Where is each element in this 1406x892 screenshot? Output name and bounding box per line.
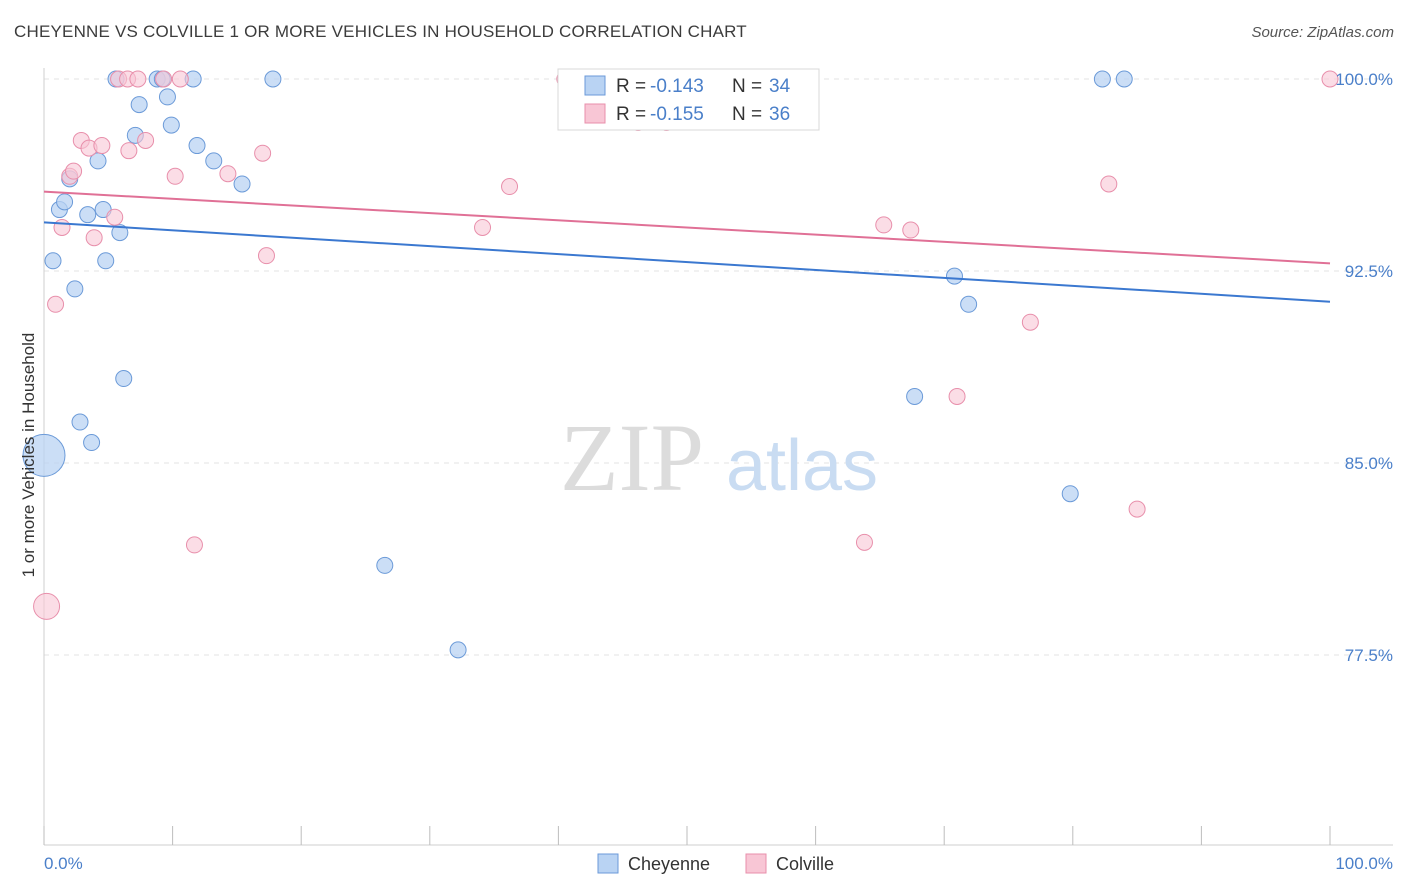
point-cheyenne — [945, 267, 963, 285]
point-colville — [137, 131, 155, 149]
point-colville — [474, 218, 492, 236]
legend-r-label: R = — [616, 76, 646, 97]
watermark-zip: ZIP — [560, 404, 704, 511]
point-colville — [257, 247, 275, 265]
point-colville — [53, 218, 71, 236]
point-colville — [875, 216, 893, 234]
point-cheyenne — [162, 116, 180, 134]
point-cheyenne — [906, 387, 924, 405]
point-cheyenne — [449, 641, 467, 659]
point-colville — [171, 70, 189, 88]
legend-n-value: 36 — [769, 104, 790, 125]
y-tick-label: 92.5% — [1345, 262, 1393, 281]
y-tick-label: 100.0% — [1335, 70, 1393, 89]
y-axis-title: 1 or more Vehicles in Household — [19, 333, 38, 578]
legend-label-colville: Colville — [776, 854, 834, 874]
source-label: Source: ZipAtlas.com — [1251, 24, 1394, 41]
point-colville — [47, 295, 65, 313]
point-colville — [1128, 500, 1146, 518]
point-cheyenne — [233, 175, 251, 193]
grid-lines — [44, 78, 1393, 656]
point-colville — [106, 208, 124, 226]
point-colville — [1021, 313, 1039, 331]
legend-n-value: 34 — [769, 76, 791, 97]
point-cheyenne — [83, 434, 101, 452]
point-cheyenne — [111, 224, 129, 242]
point-colville — [501, 178, 519, 196]
point-colville — [65, 162, 83, 180]
legend-label-cheyenne: Cheyenne — [628, 854, 710, 874]
point-cheyenne — [376, 556, 394, 574]
point-colville — [1321, 70, 1339, 88]
point-cheyenne — [960, 295, 978, 313]
series-legend: Cheyenne Colville — [597, 853, 834, 874]
point-colville — [155, 70, 173, 88]
legend-swatch-colville — [584, 103, 606, 124]
x-tick-labels: 0.0% 100.0% — [44, 854, 1393, 873]
legend-swatch-colville — [745, 853, 767, 874]
legend-n-label: N = — [732, 76, 762, 97]
y-tick-label: 77.5% — [1345, 646, 1393, 665]
point-colville — [948, 387, 966, 405]
point-colville — [85, 229, 103, 247]
point-cheyenne — [97, 252, 115, 270]
x-tick-label: 100.0% — [1335, 854, 1393, 873]
point-colville — [902, 221, 920, 239]
chart-title: CHEYENNE VS COLVILLE 1 OR MORE VEHICLES … — [14, 22, 747, 41]
point-colville — [254, 144, 272, 162]
point-cheyenne — [264, 70, 282, 88]
legend-swatch-cheyenne — [584, 75, 606, 96]
point-cheyenne — [22, 433, 66, 477]
point-colville — [120, 142, 138, 160]
point-cheyenne — [205, 152, 223, 170]
point-cheyenne — [158, 88, 176, 106]
point-colville — [1100, 175, 1118, 193]
point-cheyenne — [188, 137, 206, 155]
x-tick-label: 0.0% — [44, 854, 83, 873]
legend-n-label: N = — [732, 104, 762, 125]
point-cheyenne — [71, 413, 89, 431]
watermark: ZIP atlas — [560, 404, 878, 511]
y-tick-labels: 100.0% 92.5% 85.0% 77.5% — [1335, 70, 1393, 665]
y-tick-label: 85.0% — [1345, 454, 1393, 473]
legend-swatch-cheyenne — [597, 853, 619, 874]
legend-r-value: -0.155 — [650, 104, 704, 125]
stats-legend: R = -0.143 N = 34 R = -0.155 N = 36 — [557, 68, 820, 131]
legend-r-value: -0.143 — [650, 76, 704, 97]
point-cheyenne — [1093, 70, 1111, 88]
point-colville — [93, 137, 111, 155]
point-cheyenne — [79, 206, 97, 224]
trend-lines — [43, 190, 1331, 303]
point-colville — [33, 592, 61, 620]
point-cheyenne — [66, 280, 84, 298]
point-colville — [219, 165, 237, 183]
point-colville — [855, 533, 873, 551]
watermark-atlas: atlas — [726, 426, 878, 506]
point-cheyenne — [56, 193, 74, 211]
point-colville — [166, 167, 184, 185]
trend-line-cheyenne — [43, 221, 1331, 303]
legend-r-label: R = — [616, 104, 646, 125]
point-cheyenne — [130, 96, 148, 114]
point-colville — [129, 70, 147, 88]
point-cheyenne — [44, 252, 62, 270]
point-cheyenne — [1061, 485, 1079, 503]
point-cheyenne — [1115, 70, 1133, 88]
trend-line-colville — [43, 190, 1331, 265]
point-cheyenne — [115, 370, 133, 388]
point-colville — [185, 536, 203, 554]
data-points — [22, 70, 1339, 659]
